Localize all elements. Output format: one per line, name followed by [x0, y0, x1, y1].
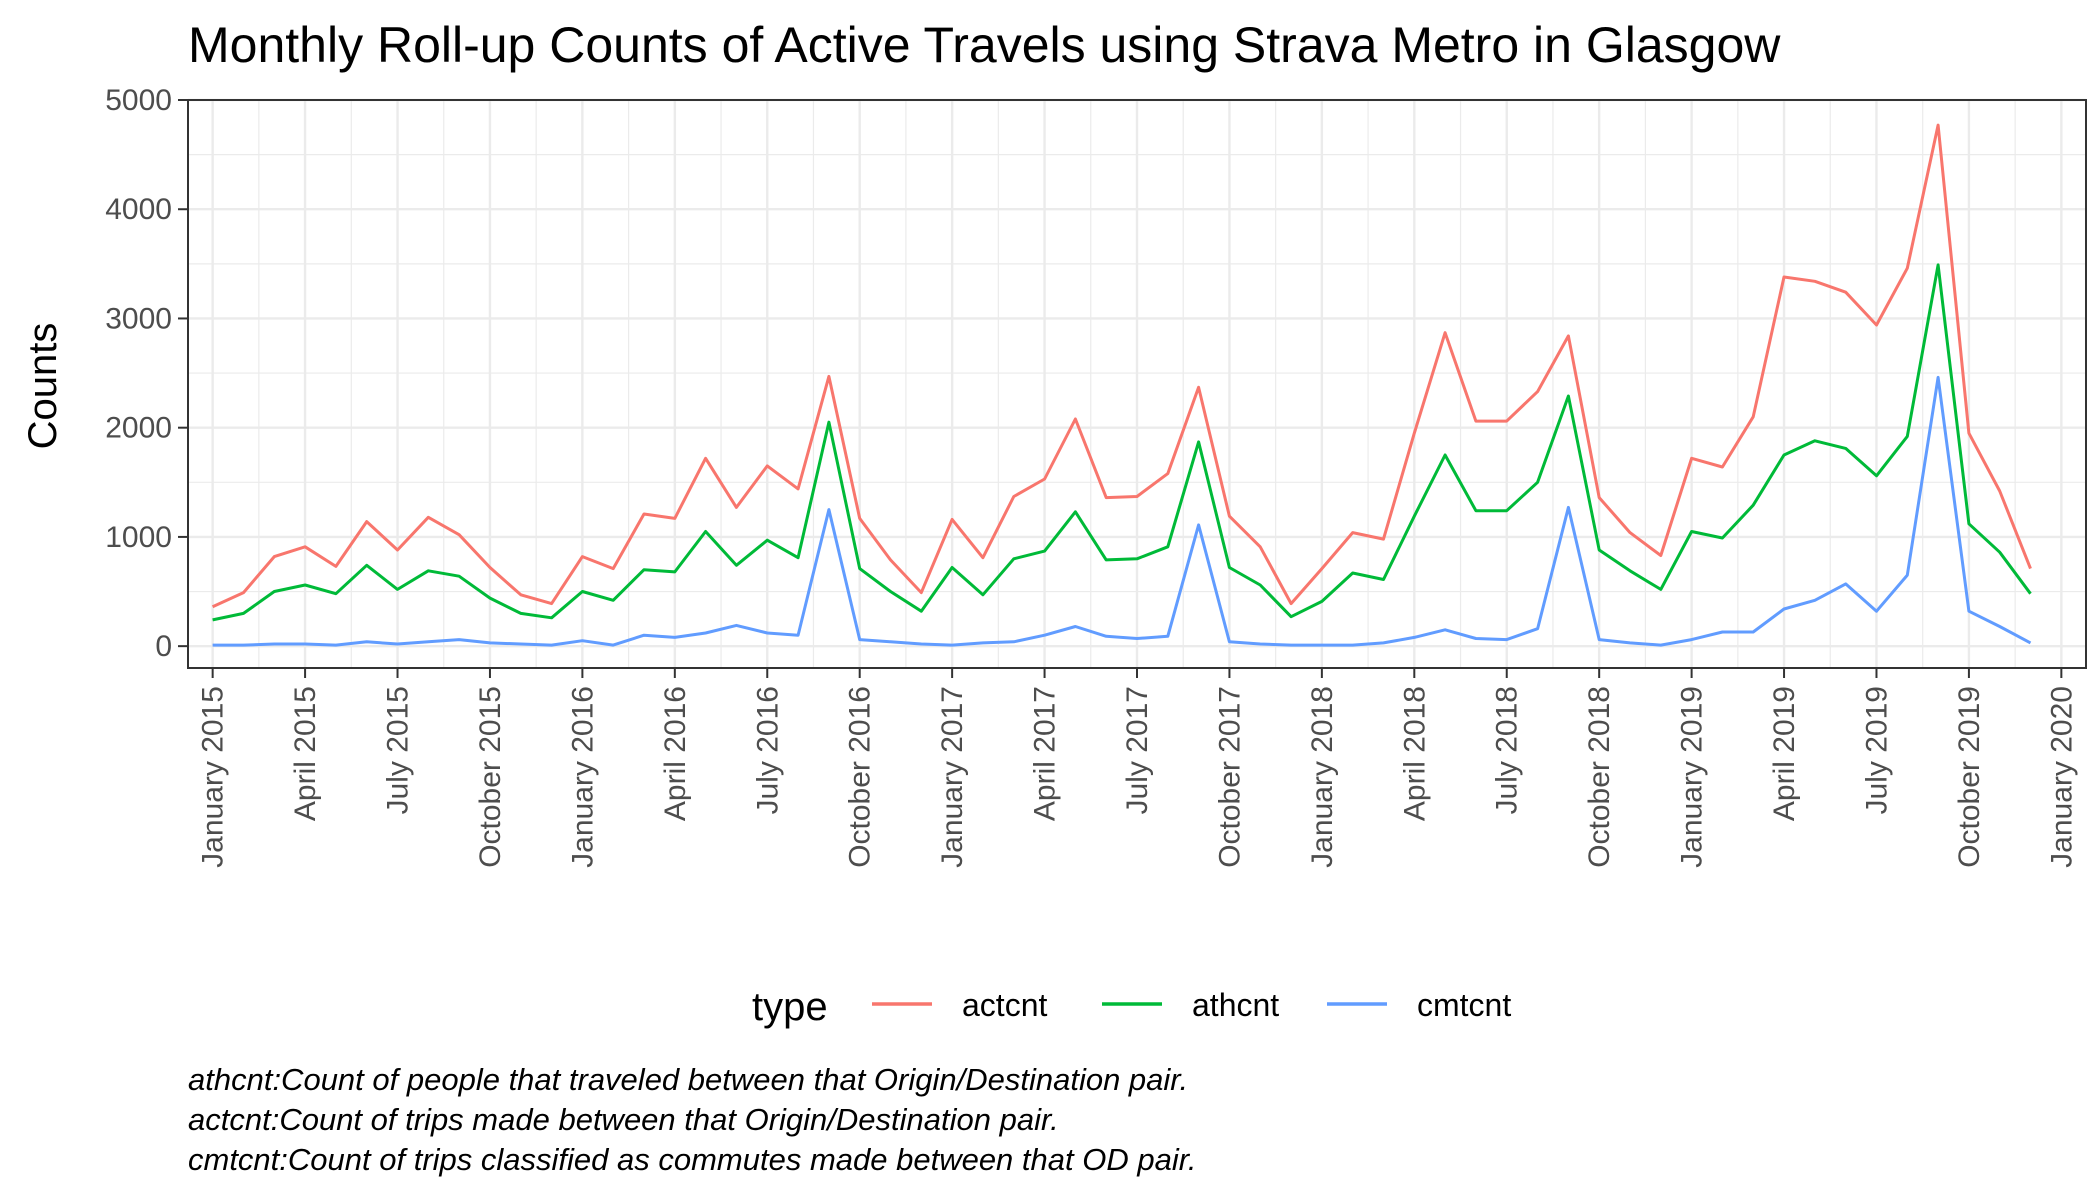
caption-line: athcnt:Count of people that traveled bet…	[188, 1062, 1188, 1097]
x-tick-label: October 2017	[1213, 686, 1246, 868]
x-tick-label: January 2020	[2045, 686, 2078, 868]
x-tick-label: January 2016	[566, 686, 599, 868]
legend-items: actcnt athcnt cmtcnt	[872, 987, 1511, 1023]
x-tick-label: April 2015	[289, 686, 322, 821]
x-tick-label: April 2018	[1398, 686, 1431, 821]
series-line-actcnt	[211, 123, 2032, 609]
legend-title: type	[752, 985, 828, 1029]
x-axis: January 2015 April 2015 July 2015 October 2…	[197, 668, 2078, 868]
caption-line: cmtcnt:Count of trips classified as comm…	[188, 1142, 1197, 1177]
series-line-cmtcnt	[212, 375, 2032, 647]
x-tick-label: January 2018	[1306, 686, 1339, 868]
x-tick-label: July 2017	[1121, 686, 1154, 814]
x-tick-label: January 2015	[197, 686, 230, 868]
y-axis: 0 1000 2000 3000 4000 5000	[105, 84, 188, 663]
y-tick-label: 1000	[105, 521, 172, 554]
caption-line: actcnt:Count of trips made between that …	[188, 1102, 1059, 1137]
x-tick-label: July 2015	[382, 686, 415, 814]
x-tick-label: January 2017	[936, 686, 969, 868]
legend: type actcnt athcnt cmtcnt	[752, 985, 1511, 1029]
legend-label-athcnt: athcnt	[1192, 987, 1279, 1023]
y-tick-label: 0	[155, 630, 172, 663]
series-line-athcnt	[212, 263, 2032, 622]
x-tick-label: January 2019	[1676, 686, 1709, 868]
x-tick-label: April 2016	[659, 686, 692, 821]
y-tick-label: 5000	[105, 84, 172, 117]
x-tick-label: October 2018	[1583, 686, 1616, 868]
y-tick-label: 3000	[105, 302, 172, 335]
x-tick-label: October 2016	[844, 686, 877, 868]
legend-label-actcnt: actcnt	[962, 987, 1047, 1023]
x-tick-label: July 2016	[751, 686, 784, 814]
x-tick-label: July 2018	[1491, 686, 1524, 814]
series-lines	[211, 123, 2032, 647]
x-tick-label: July 2019	[1860, 686, 1893, 814]
legend-label-cmtcnt: cmtcnt	[1417, 987, 1511, 1023]
x-tick-label: October 2019	[1953, 686, 1986, 868]
chart-title: Monthly Roll-up Counts of Active Travels…	[188, 17, 1781, 73]
grid-major	[188, 98, 2086, 668]
x-tick-label: April 2017	[1029, 686, 1062, 821]
plot-panel: 0 1000 2000 3000 4000 5000 January 2015 April …	[105, 84, 2087, 868]
y-axis-label: Counts	[21, 323, 65, 450]
x-tick-label: October 2015	[474, 686, 507, 868]
x-tick-label: April 2019	[1768, 686, 1801, 821]
caption: athcnt:Count of people that traveled bet…	[188, 1062, 1197, 1177]
y-tick-label: 4000	[105, 193, 172, 226]
y-tick-label: 2000	[105, 412, 172, 445]
